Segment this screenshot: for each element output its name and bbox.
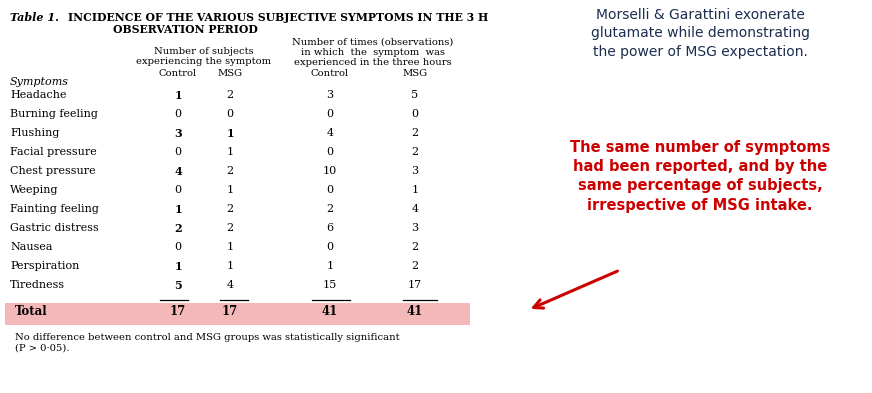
Text: INCIDENCE OF THE VARIOUS SUBJECTIVE SYMPTOMS IN THE 3 H: INCIDENCE OF THE VARIOUS SUBJECTIVE SYMP…: [68, 12, 488, 23]
Text: Perspiration: Perspiration: [10, 261, 79, 271]
Text: experiencing the symptom: experiencing the symptom: [136, 57, 271, 66]
Text: Number of subjects: Number of subjects: [154, 47, 254, 56]
Text: 1: 1: [412, 185, 419, 195]
Text: 17: 17: [408, 280, 422, 290]
Text: Chest pressure: Chest pressure: [10, 166, 96, 176]
Text: 0: 0: [174, 185, 181, 195]
Text: MSG: MSG: [217, 69, 242, 78]
Text: 2: 2: [227, 166, 234, 176]
Text: Control: Control: [159, 69, 197, 78]
Text: 2: 2: [227, 223, 234, 233]
Text: Control: Control: [311, 69, 349, 78]
Text: 3: 3: [412, 223, 419, 233]
Text: 1: 1: [226, 128, 234, 139]
Text: Nausea: Nausea: [10, 242, 52, 252]
Text: 0: 0: [412, 109, 419, 119]
Text: Total: Total: [15, 305, 48, 318]
Text: Facial pressure: Facial pressure: [10, 147, 97, 157]
Text: 2: 2: [412, 261, 419, 271]
Text: 1: 1: [227, 185, 234, 195]
Text: 1: 1: [174, 90, 182, 101]
Text: 0: 0: [174, 242, 181, 252]
Text: 3: 3: [326, 90, 334, 100]
Text: 4: 4: [412, 204, 419, 214]
Text: 0: 0: [326, 242, 334, 252]
Text: 41: 41: [407, 305, 423, 318]
Text: 1: 1: [174, 204, 182, 215]
Text: 2: 2: [412, 128, 419, 138]
Text: 3: 3: [174, 128, 182, 139]
Text: Symptoms: Symptoms: [10, 77, 69, 87]
Text: 1: 1: [326, 261, 334, 271]
Text: 0: 0: [326, 109, 334, 119]
Text: Weeping: Weeping: [10, 185, 58, 195]
Text: 0: 0: [174, 109, 181, 119]
Text: 2: 2: [174, 223, 182, 234]
Text: 3: 3: [412, 166, 419, 176]
Bar: [5, 303, 470, 325]
Text: Burning feeling: Burning feeling: [10, 109, 98, 119]
Text: Fainting feeling: Fainting feeling: [10, 204, 99, 214]
Text: 0: 0: [174, 147, 181, 157]
Text: No difference between control and MSG groups was statistically significant: No difference between control and MSG gr…: [15, 333, 399, 342]
Text: Tiredness: Tiredness: [10, 280, 65, 290]
Text: 1: 1: [227, 261, 234, 271]
Text: 1: 1: [174, 261, 182, 272]
Text: in which  the  symptom  was: in which the symptom was: [301, 48, 445, 57]
Text: Number of times (observations): Number of times (observations): [292, 38, 453, 47]
Text: 4: 4: [227, 280, 234, 290]
Text: 17: 17: [170, 305, 186, 318]
Text: 5: 5: [174, 280, 182, 291]
Text: 41: 41: [322, 305, 338, 318]
Text: 2: 2: [412, 242, 419, 252]
Text: 2: 2: [227, 204, 234, 214]
Text: 6: 6: [326, 223, 334, 233]
Text: 5: 5: [412, 90, 419, 100]
Text: 17: 17: [221, 305, 238, 318]
Text: MSG: MSG: [403, 69, 427, 78]
Text: The same number of symptoms
had been reported, and by the
same percentage of sub: The same number of symptoms had been rep…: [569, 140, 830, 213]
Text: 1: 1: [227, 147, 234, 157]
Text: Headache: Headache: [10, 90, 66, 100]
Text: Flushing: Flushing: [10, 128, 59, 138]
Text: 15: 15: [323, 280, 337, 290]
Text: 2: 2: [227, 90, 234, 100]
Text: OBSERVATION PERIOD: OBSERVATION PERIOD: [112, 24, 257, 35]
Text: 1: 1: [227, 242, 234, 252]
Text: Gastric distress: Gastric distress: [10, 223, 99, 233]
Text: 0: 0: [326, 147, 334, 157]
Text: Table 1.: Table 1.: [10, 12, 59, 23]
Text: 2: 2: [326, 204, 334, 214]
Text: 0: 0: [227, 109, 234, 119]
Text: Morselli & Garattini exonerate
glutamate while demonstrating
the power of MSG ex: Morselli & Garattini exonerate glutamate…: [590, 8, 809, 59]
Text: 4: 4: [326, 128, 334, 138]
Text: experienced in the three hours: experienced in the three hours: [294, 58, 452, 67]
Text: (P > 0·05).: (P > 0·05).: [15, 344, 70, 353]
Text: 2: 2: [412, 147, 419, 157]
Text: 4: 4: [174, 166, 182, 177]
Text: 10: 10: [323, 166, 337, 176]
Text: 0: 0: [326, 185, 334, 195]
